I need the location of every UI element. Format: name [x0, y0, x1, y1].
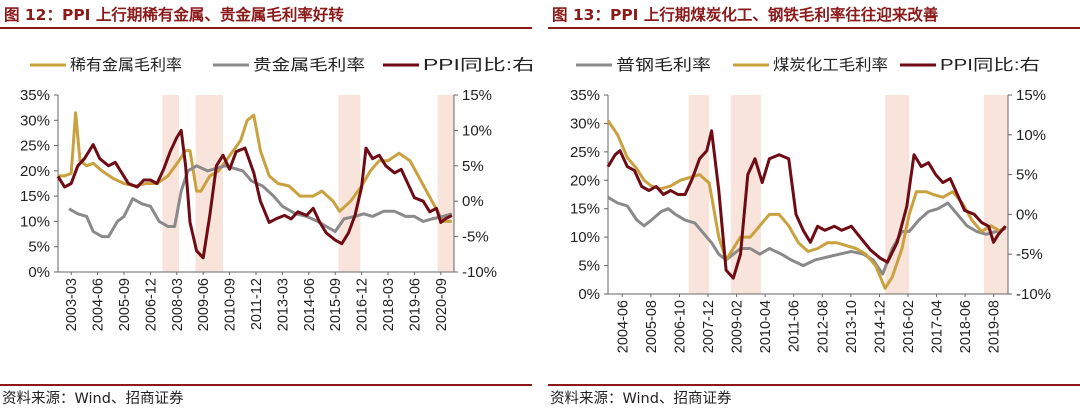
x-tick-label: 2010-04 — [758, 300, 774, 353]
y-tick-label-right: 15% — [462, 87, 492, 104]
y-tick-label-left: 30% — [20, 112, 50, 129]
y-tick-label-right: 0% — [1016, 206, 1038, 223]
x-tick-label: 2010-09 — [223, 278, 239, 331]
y-tick-label-right: -10% — [1016, 286, 1051, 303]
y-tick-label-left: 25% — [20, 138, 50, 155]
y-tick-label-right: 5% — [462, 158, 484, 175]
x-tick-label: 2020-09 — [434, 278, 450, 331]
x-tick-label: 2013-03 — [275, 278, 291, 331]
series-line — [607, 196, 1007, 276]
series-line — [56, 128, 453, 260]
y-tick-label-right: -10% — [462, 264, 497, 281]
y-tick-label-left: 15% — [20, 188, 50, 205]
x-tick-label: 2007-12 — [701, 300, 717, 353]
x-tick-label: 2006-12 — [143, 278, 159, 331]
shaded-period — [162, 95, 179, 272]
source-note: 资料来源：Wind、招商证券 — [550, 391, 732, 407]
y-tick-label-left: 20% — [570, 172, 600, 189]
y-tick-label-left: 35% — [20, 87, 50, 104]
y-tick-label-left: 30% — [570, 115, 600, 132]
y-tick-label-left: 0% — [578, 286, 600, 303]
x-tick-label: 2011-06 — [787, 300, 803, 352]
y-tick-label-left: 25% — [570, 144, 600, 161]
y-tick-label-left: 5% — [578, 258, 600, 275]
y-tick-label-right: 15% — [1016, 87, 1046, 104]
legend-label: 贵金属毛利率 — [253, 56, 365, 74]
x-tick-label: 2018-03 — [381, 278, 397, 331]
legend-label: 煤炭化工毛利率 — [773, 56, 888, 74]
y-tick-label-left: 5% — [28, 239, 50, 256]
title-rule — [548, 27, 1080, 29]
x-tick-label: 2019-08 — [987, 300, 1003, 353]
chart-left: 0% 5% 10% 15% 20% 25% 30% 35% -10% -5% 0% 5% 10% 15% 2… — [20, 56, 532, 331]
x-tick-label: 2004-06 — [615, 300, 631, 353]
figure-title: 图 13：PPI 上行期煤炭化工、钢铁毛利率往往迎来改善 — [552, 6, 939, 24]
series-line — [606, 119, 1007, 290]
series-line — [58, 111, 452, 223]
y-tick-label-right: 0% — [462, 193, 484, 210]
y-tick-label-right: 10% — [462, 122, 492, 139]
y-tick-label-right: -5% — [1016, 246, 1043, 263]
shaded-period — [195, 95, 223, 272]
x-tick-label: 2014-06 — [302, 278, 318, 331]
y-tick-label-left: 35% — [570, 87, 600, 104]
x-tick-label: 2015-09 — [328, 278, 344, 331]
y-tick-label-right: 10% — [1016, 127, 1046, 144]
legend-label: PPI同比:右 — [940, 56, 1040, 74]
figure-title: 图 12：PPI 上行期稀有金属、贵金属毛利率好转 — [4, 6, 344, 24]
series-line — [606, 129, 1007, 280]
y-tick-label-right: 5% — [1016, 167, 1038, 184]
x-tick-label: 2011-12 — [249, 278, 265, 330]
chart-right: 0% 5% 10% 15% 20% 25% 30% 35% -10% -5% 0% 5% 10% 15% 2… — [570, 56, 1051, 353]
source-note: 资料来源：Wind、招商证券 — [2, 391, 184, 407]
title-rule — [0, 27, 532, 29]
legend-label: 普钢毛利率 — [616, 56, 711, 74]
y-tick-label-left: 0% — [28, 264, 50, 281]
source-rule — [548, 384, 1080, 386]
x-tick-label: 2012-08 — [815, 300, 831, 353]
shaded-period — [338, 95, 361, 272]
source-rule — [0, 384, 532, 386]
x-tick-label: 2006-10 — [672, 300, 688, 353]
x-tick-label: 2008-03 — [170, 278, 186, 331]
x-tick-label: 2016-02 — [901, 300, 917, 353]
x-tick-label: 2009-02 — [730, 300, 746, 353]
x-tick-label: 2004-06 — [91, 278, 107, 331]
x-tick-label: 2005-09 — [117, 278, 133, 331]
series-line — [68, 164, 453, 239]
x-tick-label: 2014-12 — [872, 300, 888, 353]
y-tick-label-left: 10% — [20, 213, 50, 230]
chart-panel-right: 图 13：PPI 上行期煤炭化工、钢铁毛利率往往迎来改善 0% 5% 10% 15% 2… — [548, 0, 1080, 409]
x-tick-label: 2018-06 — [958, 300, 974, 353]
legend-label: PPI同比:右 — [423, 56, 532, 74]
x-tick-label: 2003-03 — [64, 278, 80, 331]
x-tick-label: 2009-06 — [196, 278, 212, 331]
x-tick-label: 2019-06 — [407, 278, 423, 331]
x-tick-label: 2016-12 — [355, 278, 371, 331]
y-tick-label-left: 15% — [570, 201, 600, 218]
y-tick-label-left: 20% — [20, 163, 50, 180]
shaded-period — [437, 95, 454, 272]
shaded-period — [983, 95, 1008, 294]
shaded-period — [688, 95, 710, 294]
y-tick-label-right: -5% — [462, 229, 489, 246]
x-tick-label: 2017-04 — [930, 300, 946, 353]
y-tick-label-left: 10% — [570, 229, 600, 246]
chart-panel-left: 图 12：PPI 上行期稀有金属、贵金属毛利率好转 0% 5% 10% 15% 20% 2… — [0, 0, 532, 409]
x-tick-label: 2005-08 — [644, 300, 660, 353]
x-tick-label: 2013-10 — [844, 300, 860, 353]
legend-label: 稀有金属毛利率 — [70, 56, 182, 74]
